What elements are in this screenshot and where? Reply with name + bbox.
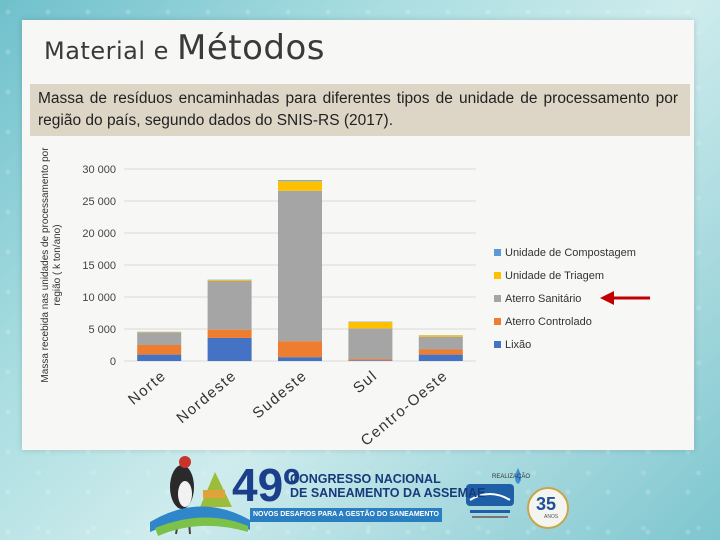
legend-label: Aterro Sanitário <box>505 293 581 305</box>
y-tick-label: 5 000 <box>88 324 116 336</box>
congress-banner: NOVOS DESAFIOS PARA A GESTÃO DO SANEAMEN… <box>250 508 442 522</box>
bar-segment <box>207 281 252 330</box>
y-tick-label: 20 000 <box>82 228 116 240</box>
congress-line-2: DE SANEAMENTO DA ASSEMAE <box>290 486 486 500</box>
x-tick-label: Sul <box>350 367 381 397</box>
anniversary-sub: ANOS <box>544 514 559 520</box>
y-tick-label: 25 000 <box>82 196 116 208</box>
x-tick-label: Nordeste <box>173 367 240 427</box>
bar-segment <box>278 341 322 358</box>
legend-label: Aterro Controlado <box>505 316 592 328</box>
bar-segment <box>207 280 252 281</box>
realizacao-label: REALIZAÇÃO <box>492 474 531 480</box>
slide-title: Material e Métodos <box>44 28 325 68</box>
anniversary-number: 35 <box>536 494 557 514</box>
bar-segment <box>278 190 322 342</box>
slide-subtitle: Massa de resíduos encaminhadas para dife… <box>38 90 678 129</box>
bar-segment <box>418 336 463 350</box>
y-tick-label: 15 000 <box>82 260 116 272</box>
congress-number: 49º <box>232 459 300 511</box>
title-connector: e <box>145 37 178 65</box>
anniversary-badge-icon <box>527 487 569 529</box>
bar-segment <box>137 354 182 361</box>
title-small-word: Material <box>44 37 146 65</box>
bar-segment <box>207 337 252 361</box>
landscape-emblem-icon <box>150 472 250 536</box>
bar-segment <box>418 335 463 337</box>
legend-swatch <box>494 318 501 325</box>
assemae-logo-icon <box>466 484 514 518</box>
subtitle-band <box>30 84 690 136</box>
legend-label: Lixão <box>505 339 531 351</box>
bar-segment <box>137 332 182 345</box>
bar-segment <box>137 345 182 355</box>
bar-segment <box>278 180 322 182</box>
legend-label: Unidade de Compostagem <box>505 247 636 259</box>
legend-label: Unidade de Triagem <box>505 270 604 282</box>
bar-segment <box>348 360 393 361</box>
bar-segment <box>278 357 322 361</box>
legend-swatch <box>494 295 501 302</box>
congress-name: CONGRESSO NACIONAL DE SANEAMENTO DA ASSE… <box>290 472 485 500</box>
y-tick-label: 0 <box>110 356 116 368</box>
bar-segment <box>418 354 463 361</box>
y-tick-label: 30 000 <box>82 164 116 176</box>
bar-segment <box>348 328 393 360</box>
bar-segment <box>278 181 322 191</box>
legend-swatch <box>494 341 501 348</box>
y-axis-label: Massa recebida nas unidades de processam… <box>40 147 63 383</box>
title-main-word: Métodos <box>177 28 326 68</box>
stacked-bar-chart: 0 5 000 10 000 15 000 20 000 25 000 30 000 Mass… <box>40 147 650 450</box>
y-tick-label: 10 000 <box>82 292 116 304</box>
x-tick-label: Norte <box>125 367 170 408</box>
bar-segment <box>207 329 252 338</box>
legend-swatch <box>494 272 501 279</box>
arrow-head-icon <box>600 291 614 305</box>
bar-segment <box>348 359 393 361</box>
legend-swatch <box>494 249 501 256</box>
congress-line-1: CONGRESSO NACIONAL <box>290 472 441 486</box>
bar-segment <box>418 349 463 355</box>
bar-segment <box>348 321 393 329</box>
congress-footer <box>150 456 569 536</box>
x-tick-label: Sudeste <box>249 367 310 422</box>
water-drop-icon <box>515 468 521 484</box>
